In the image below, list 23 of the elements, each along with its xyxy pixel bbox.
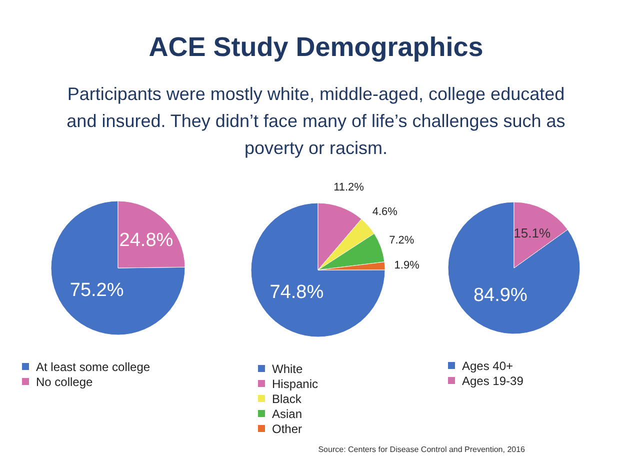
legend-label: Black (272, 392, 302, 406)
data-label: 24.8% (119, 230, 174, 252)
legend-label: Asian (272, 407, 302, 422)
legend-label: No college (36, 375, 94, 390)
data-label: 75.2% (70, 280, 124, 302)
data-label: 7.2% (389, 234, 414, 246)
data-label: 11.2% (334, 181, 364, 194)
legend-label: Ages 40+ (462, 359, 514, 374)
data-label: 4.6% (372, 206, 398, 218)
legend-label: Hispanic (272, 377, 318, 392)
data-label: 1.9% (394, 259, 420, 272)
data-label: 15.1% (514, 225, 551, 240)
data-label: 74.8% (270, 282, 324, 303)
legend-label: At least some college (36, 360, 150, 374)
data-label: 84.9% (473, 285, 528, 306)
legend-label: White (272, 362, 303, 376)
text: Participants were mostly white, middle-aged, college educated and insured. They didn’t face many of life’s challenges such as poverty or racism. (66, 84, 566, 158)
text: ACE Study Demographics (148, 32, 484, 62)
pie-slice (50, 200, 186, 336)
legend-label: Other (272, 422, 302, 436)
legend-label: Ages 19-39 (462, 374, 524, 388)
pie-slice (448, 202, 580, 334)
source-note: Source: Centers for Disease Control and Prevention, 2016 (318, 445, 526, 454)
